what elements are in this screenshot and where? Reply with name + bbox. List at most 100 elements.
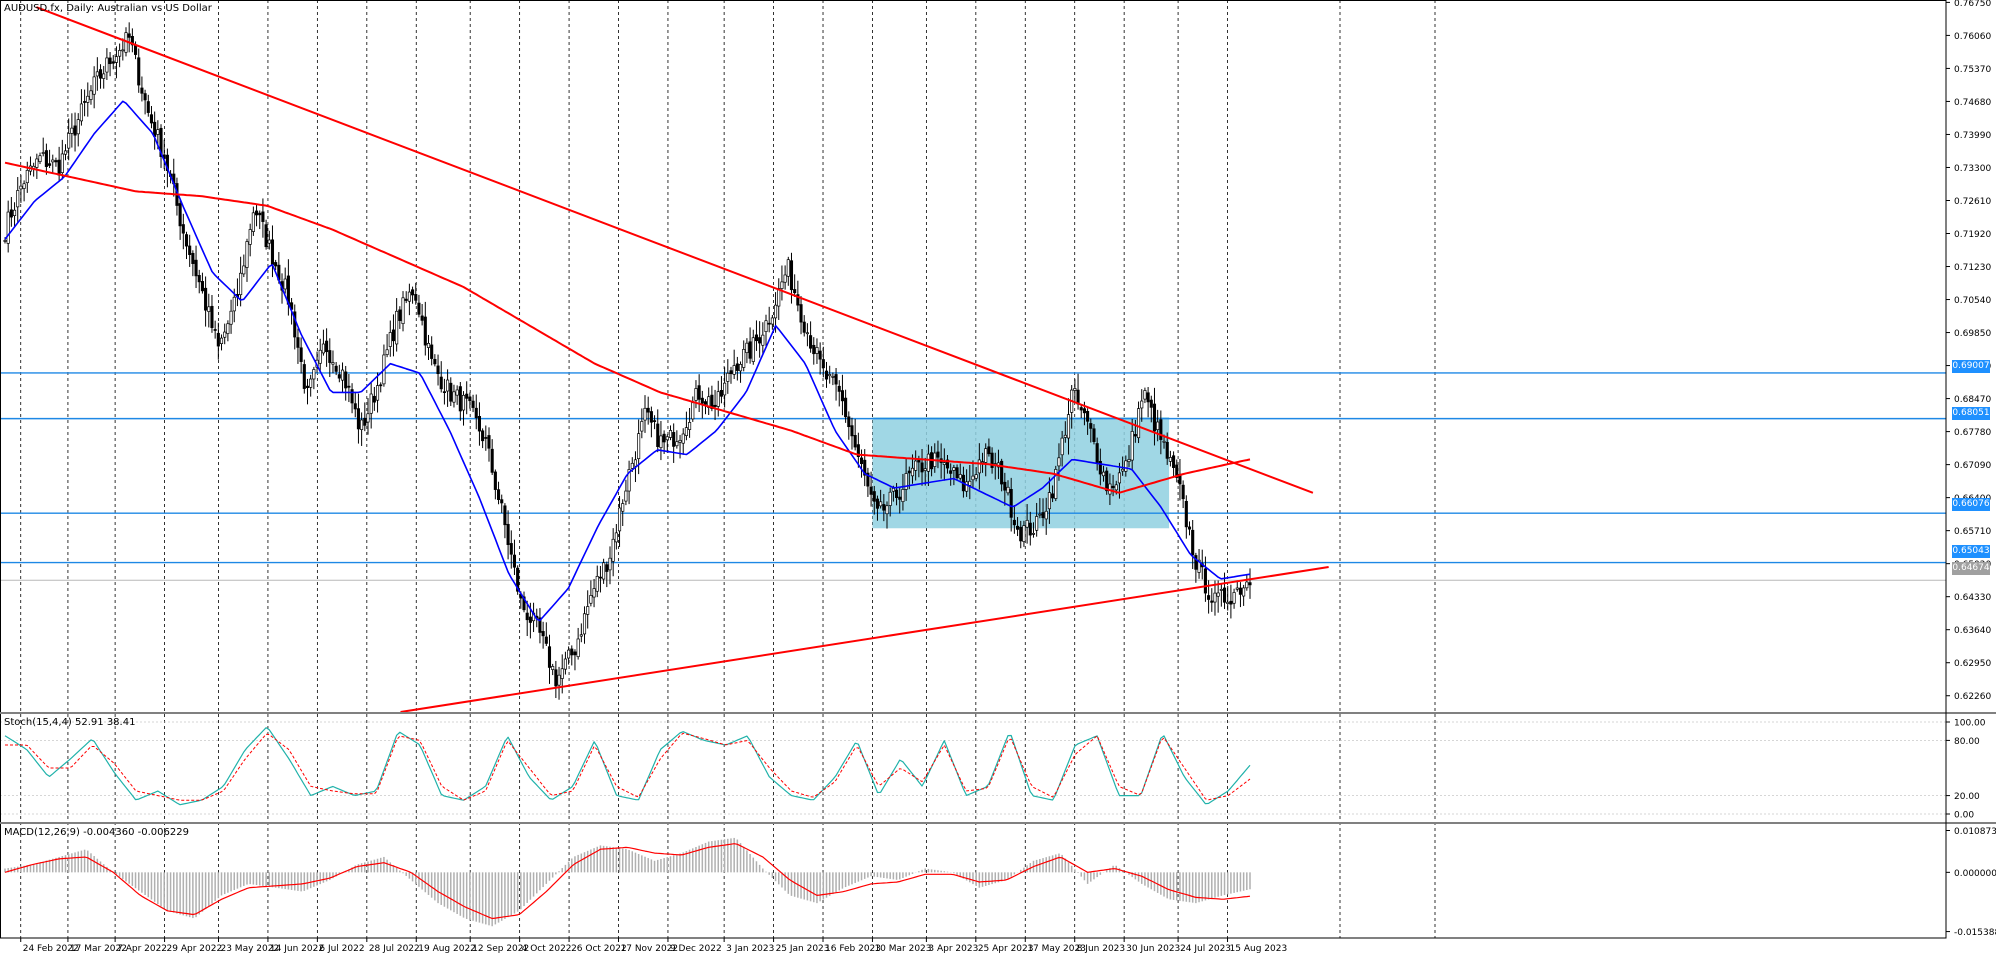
candle-body bbox=[713, 404, 717, 407]
candle-body bbox=[653, 420, 657, 422]
candle-body bbox=[1006, 486, 1010, 494]
candle-body bbox=[777, 288, 781, 307]
time-axis-label: 9 Dec 2022 bbox=[670, 944, 722, 954]
time-axis-label: 19 Aug 2022 bbox=[418, 944, 476, 954]
candle-body bbox=[509, 543, 513, 555]
price-axis-label: 0.70540 bbox=[1954, 296, 1991, 306]
candle-body bbox=[729, 370, 733, 375]
candle-body bbox=[1181, 484, 1185, 500]
candle-body bbox=[130, 36, 134, 46]
candle-body bbox=[859, 457, 864, 465]
candle-body bbox=[1044, 510, 1048, 520]
candle-body bbox=[1159, 419, 1163, 440]
candle-body bbox=[1038, 513, 1042, 516]
candle-body bbox=[449, 382, 453, 402]
candle-body bbox=[907, 470, 911, 474]
price-axis-label: 0.69850 bbox=[1954, 329, 1991, 339]
candle-body bbox=[837, 385, 841, 392]
candle-body bbox=[516, 567, 520, 592]
candle-body bbox=[1009, 489, 1013, 518]
candle-body bbox=[589, 595, 593, 604]
candle-body bbox=[347, 385, 351, 388]
candle-body bbox=[1086, 410, 1090, 422]
candle-body bbox=[668, 430, 673, 438]
candle-body bbox=[95, 71, 99, 77]
candle-body bbox=[474, 407, 478, 418]
candle-body bbox=[850, 425, 854, 437]
candle-body bbox=[649, 411, 653, 423]
candle-body bbox=[544, 636, 548, 644]
price-axis-label: 0.76750 bbox=[1954, 0, 1991, 9]
candle-body bbox=[703, 401, 708, 405]
candle-body bbox=[1124, 460, 1128, 472]
candle-body bbox=[879, 501, 883, 507]
candle-body bbox=[974, 474, 978, 479]
candle-body bbox=[251, 212, 255, 232]
candle-body bbox=[261, 211, 265, 222]
time-axis-label: 25 Apr 2023 bbox=[978, 944, 1034, 954]
candle-body bbox=[334, 365, 338, 372]
frame-layer bbox=[0, 0, 1996, 939]
level-badge-0-66076: 0.66076 bbox=[1952, 498, 1990, 511]
candle-body bbox=[137, 57, 141, 86]
candle-body bbox=[767, 322, 771, 325]
candle-body bbox=[219, 337, 224, 344]
candle-body bbox=[971, 475, 975, 481]
candle-body bbox=[1073, 388, 1077, 391]
candle-body bbox=[567, 649, 571, 659]
candle-body bbox=[1051, 493, 1055, 499]
candle-body bbox=[840, 390, 844, 402]
candle-body bbox=[1165, 441, 1169, 459]
candle-body bbox=[118, 50, 122, 57]
candle-body bbox=[856, 444, 860, 457]
candle-body bbox=[901, 489, 905, 502]
candle-body bbox=[624, 490, 628, 502]
candle-body bbox=[165, 154, 169, 171]
candle-body bbox=[942, 462, 946, 465]
candle-body bbox=[484, 437, 488, 439]
candle-body bbox=[111, 61, 115, 64]
candle-body bbox=[337, 374, 341, 379]
candle-body bbox=[309, 378, 313, 388]
moving-averages-layer bbox=[4, 100, 1251, 622]
candle-body bbox=[9, 209, 13, 218]
candle-body bbox=[640, 421, 644, 432]
candle-body bbox=[888, 491, 892, 506]
time-axis-label: 30 Jun 2023 bbox=[1126, 944, 1180, 954]
sma-fast-line bbox=[4, 100, 1251, 622]
candle-body bbox=[904, 473, 908, 490]
candle-body bbox=[1028, 522, 1032, 536]
candle-body bbox=[481, 430, 485, 442]
candle-body bbox=[802, 321, 806, 333]
candle-body bbox=[1197, 559, 1201, 573]
stoch-axis-label: 100.00 bbox=[1954, 719, 1986, 729]
candle-body bbox=[952, 467, 956, 471]
candle-body bbox=[461, 394, 466, 411]
candle-body bbox=[200, 281, 204, 292]
candle-body bbox=[678, 439, 682, 443]
candle-body bbox=[977, 459, 981, 474]
time-axis-label: 6 Jul 2022 bbox=[319, 944, 364, 954]
candle-body bbox=[133, 45, 138, 55]
candle-body bbox=[439, 376, 443, 390]
time-axis-label: 15 Aug 2023 bbox=[1230, 944, 1288, 954]
candle-body bbox=[328, 350, 332, 363]
candle-body bbox=[248, 229, 252, 245]
candle-body bbox=[1117, 472, 1122, 484]
candle-body bbox=[360, 419, 364, 430]
time-axis-label: 29 Apr 2022 bbox=[167, 944, 223, 954]
candle-body bbox=[764, 320, 768, 332]
candle-body bbox=[1127, 459, 1131, 462]
candle-body bbox=[477, 416, 481, 432]
candle-body bbox=[1060, 437, 1064, 456]
time-axis-label: 16 Feb 2023 bbox=[825, 944, 881, 954]
candle-body bbox=[1194, 555, 1198, 570]
candle-body bbox=[783, 274, 787, 283]
candle-body bbox=[458, 386, 462, 412]
range-box-layer bbox=[872, 417, 1170, 529]
candle-body bbox=[576, 638, 580, 658]
candle-body bbox=[831, 376, 835, 378]
macd-label: MACD(12,26,9) -0.004360 -0.006229 bbox=[4, 827, 189, 838]
candle-body bbox=[1242, 587, 1246, 597]
